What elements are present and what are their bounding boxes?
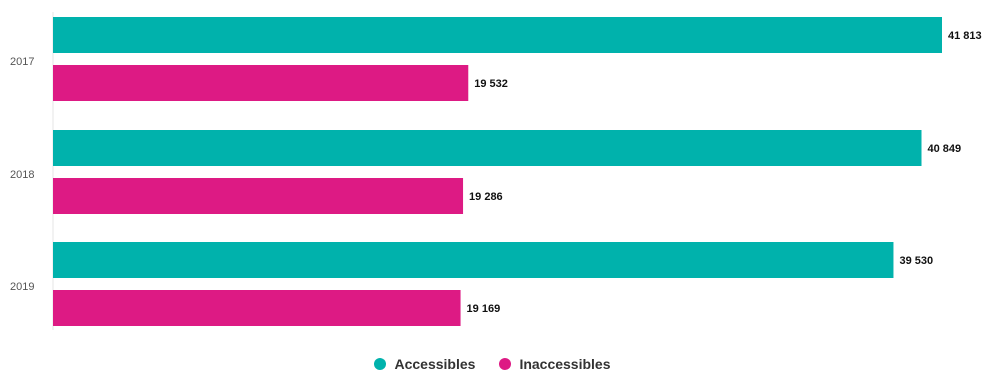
data-label-accessibles-2017: 41 813 xyxy=(948,30,982,42)
legend-marker-accessibles xyxy=(374,358,387,370)
plot-area: 2017 41 813 19 532 2018 40 849 19 286 2019 39 5… xyxy=(10,17,982,326)
bar-accessibles-2019[interactable] xyxy=(53,242,894,278)
legend-item-accessibles[interactable]: Accessibles xyxy=(374,356,475,372)
legend-item-inaccessibles[interactable]: Inaccessibles xyxy=(499,356,611,372)
data-label-inaccessibles-2019: 19 169 xyxy=(467,303,501,315)
bar-inaccessibles-2019[interactable] xyxy=(53,290,461,326)
data-label-inaccessibles-2018: 19 286 xyxy=(469,191,503,203)
category-label-2018: 2018 xyxy=(10,169,34,181)
data-label-inaccessibles-2017: 19 532 xyxy=(474,78,508,90)
legend-marker-inaccessibles xyxy=(499,358,512,370)
legend-label-inaccessibles: Inaccessibles xyxy=(519,356,611,372)
data-label-accessibles-2019: 39 530 xyxy=(899,255,933,267)
bar-chart: 2017 41 813 19 532 2018 40 849 19 286 2019 39 5… xyxy=(10,12,982,330)
legend-label-accessibles: Accessibles xyxy=(394,356,476,372)
bar-accessibles-2017[interactable] xyxy=(53,17,942,53)
bar-inaccessibles-2017[interactable] xyxy=(53,65,469,101)
category-label-2017: 2017 xyxy=(10,56,34,68)
category-label-2019: 2019 xyxy=(10,281,34,293)
data-label-accessibles-2018: 40 849 xyxy=(928,143,962,155)
bar-accessibles-2018[interactable] xyxy=(53,130,922,166)
bar-inaccessibles-2018[interactable] xyxy=(53,178,464,214)
legend: Accessibles Inaccessibles xyxy=(0,356,985,372)
